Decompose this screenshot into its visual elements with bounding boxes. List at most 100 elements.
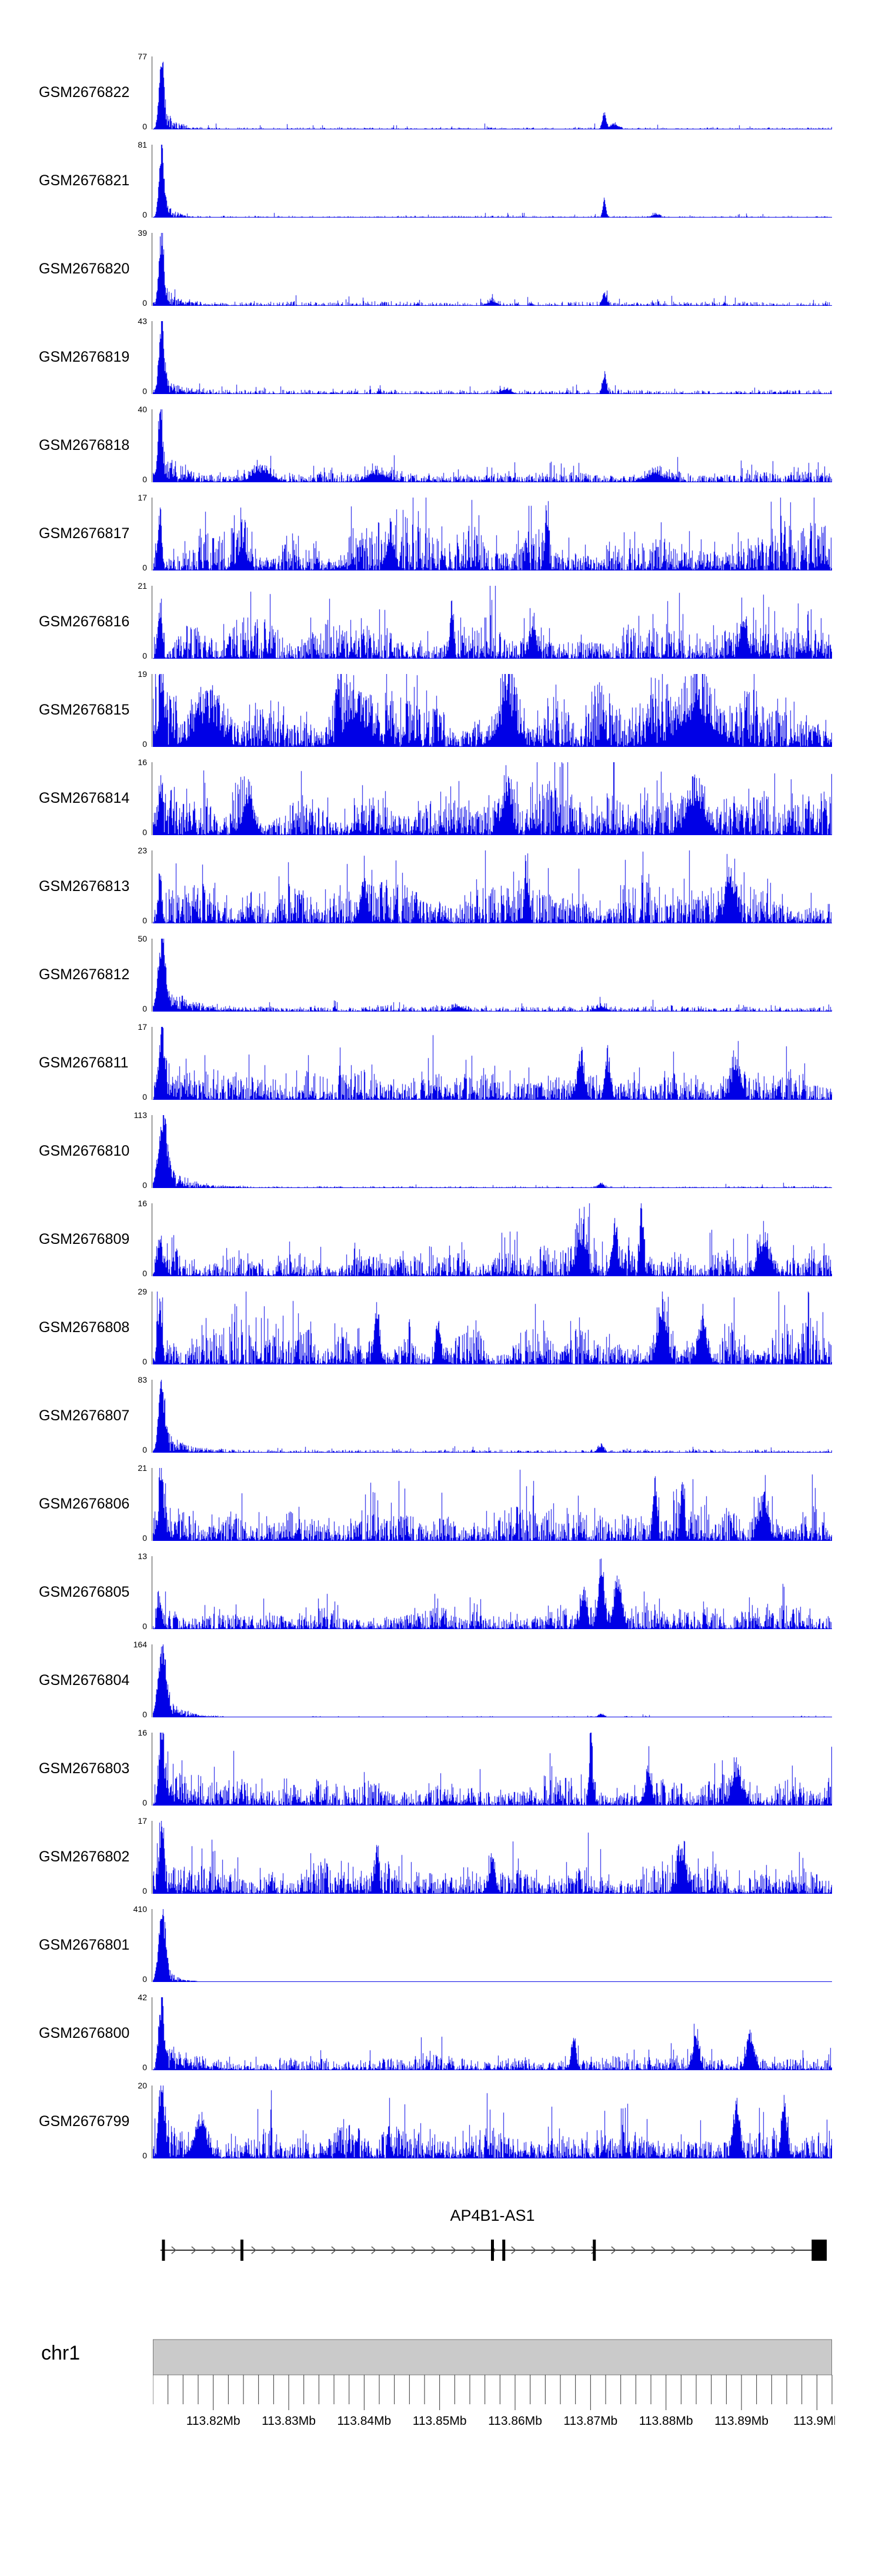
strand-arrow-icon: [551, 2246, 556, 2254]
signal-plot-canvas: [153, 1909, 832, 1982]
y-axis-max-label: 17: [138, 1022, 147, 1032]
y-axis-zero-label: 0: [142, 298, 147, 308]
track-name-label: GSM2676800: [39, 2025, 130, 2041]
y-axis-max-label: 16: [138, 1728, 147, 1737]
track-name-label: GSM2676821: [39, 172, 130, 189]
y-axis-max-label: 21: [138, 581, 147, 590]
y-axis-zero-label: 0: [142, 122, 147, 131]
ruler-coordinate-label: 113.89Mb: [714, 2414, 769, 2428]
signal-plot-canvas: [153, 674, 832, 747]
signal-track-row: GSM2676816 21 0: [0, 581, 882, 674]
strand-arrow-icon: [731, 2246, 736, 2254]
signal-plot-canvas: [153, 409, 832, 482]
y-axis-zero-label: 0: [142, 739, 147, 749]
y-axis-max-label: 21: [138, 1463, 147, 1473]
y-axis-zero-label: 0: [142, 2063, 147, 2072]
y-axis-zero-label: 0: [142, 475, 147, 484]
y-axis-max-label: 42: [138, 1993, 147, 2002]
signal-track-row: GSM2676802 17 0: [0, 1816, 882, 1909]
strand-arrow-icon: [211, 2246, 216, 2254]
track-name-label: GSM2676812: [39, 966, 130, 983]
y-axis-zero-label: 0: [142, 2151, 147, 2160]
y-axis-max-label: 410: [133, 1904, 147, 1914]
signal-plot-canvas: [153, 498, 832, 570]
strand-arrow-icon: [251, 2246, 256, 2254]
signal-plot-canvas: [153, 1292, 832, 1364]
y-axis-max-label: 17: [138, 1816, 147, 1826]
y-axis-zero-label: 0: [142, 1445, 147, 1454]
strand-arrow-icon: [651, 2246, 656, 2254]
signal-plot-canvas: [153, 145, 832, 218]
track-name-label: GSM2676810: [39, 1143, 130, 1159]
signal-track-row: GSM2676809 16 0: [0, 1199, 882, 1292]
ruler-coordinate-label: 113.86Mb: [488, 2414, 542, 2428]
signal-plot-canvas: [153, 56, 832, 129]
track-name-label: GSM2676804: [39, 1672, 130, 1689]
track-name-label: GSM2676813: [39, 878, 130, 895]
strand-arrow-icon: [511, 2246, 516, 2254]
track-name-label: GSM2676814: [39, 790, 130, 806]
chromosome-row: chr1 113.82Mb 113.83Mb 113.84Mb 113.85Mb 113…: [0, 2329, 882, 2476]
y-axis-zero-label: 0: [142, 827, 147, 837]
strand-arrow-icon: [771, 2246, 776, 2254]
y-axis-max-label: 77: [138, 52, 147, 61]
signal-track-row: GSM2676803 16 0: [0, 1728, 882, 1821]
strand-arrow-icon: [271, 2246, 276, 2254]
y-axis-max-label: 17: [138, 493, 147, 502]
signal-track-row: GSM2676813 23 0: [0, 846, 882, 939]
y-axis-zero-label: 0: [142, 1886, 147, 1896]
gene-model-graphic: [160, 2240, 827, 2261]
signal-plot-canvas: [153, 1644, 832, 1717]
y-axis-max-label: 20: [138, 2081, 147, 2090]
gene-exon-mark: [502, 2240, 506, 2261]
gene-terminal-exon-box: [811, 2240, 827, 2261]
y-axis-max-label: 83: [138, 1375, 147, 1384]
y-axis-zero-label: 0: [142, 916, 147, 925]
signal-track-row: GSM2676804 164 0: [0, 1640, 882, 1733]
strand-arrow-icon: [411, 2246, 416, 2254]
signal-track-row: GSM2676818 40 0: [0, 405, 882, 498]
strand-arrow-icon: [331, 2246, 336, 2254]
y-axis-max-label: 13: [138, 1551, 147, 1561]
y-axis-max-label: 113: [133, 1110, 147, 1120]
gene-exon-mark: [240, 2240, 243, 2261]
y-axis-max-label: 39: [138, 228, 147, 238]
signal-track-row: GSM2676807 83 0: [0, 1375, 882, 1468]
ruler-coordinate-label: 113.9Mb: [793, 2414, 835, 2428]
strand-arrow-icon: [791, 2246, 796, 2254]
strand-arrow-icon: [571, 2246, 576, 2254]
track-name-label: GSM2676817: [39, 525, 130, 542]
y-axis-zero-label: 0: [142, 1710, 147, 1719]
track-name-label: GSM2676820: [39, 261, 130, 277]
track-name-label: GSM2676806: [39, 1496, 130, 1512]
signal-plot-canvas: [153, 2086, 832, 2158]
strand-arrow-icon: [631, 2246, 636, 2254]
track-name-label: GSM2676805: [39, 1584, 130, 1600]
signal-track-row: GSM2676799 20 0: [0, 2081, 882, 2174]
track-name-label: GSM2676808: [39, 1319, 130, 1336]
signal-plot-canvas: [153, 1203, 832, 1276]
signal-track-row: GSM2676812 50 0: [0, 934, 882, 1027]
strand-arrow-icon: [171, 2246, 176, 2254]
strand-arrow-icon: [231, 2246, 236, 2254]
y-axis-max-label: 29: [138, 1287, 147, 1296]
ruler-coordinate-label: 113.83Mb: [262, 2414, 316, 2428]
signal-track-row: GSM2676801 410 0: [0, 1904, 882, 1997]
ruler-coordinate-label: 113.87Mb: [563, 2414, 617, 2428]
track-name-label: GSM2676815: [39, 702, 130, 718]
y-axis-zero-label: 0: [142, 210, 147, 219]
y-axis-zero-label: 0: [142, 1092, 147, 1102]
track-name-label: GSM2676801: [39, 1937, 130, 1953]
ruler-coordinate-label: 113.85Mb: [413, 2414, 467, 2428]
y-axis-zero-label: 0: [142, 1180, 147, 1190]
y-axis-zero-label: 0: [142, 563, 147, 572]
y-axis-zero-label: 0: [142, 1269, 147, 1278]
ruler-coordinate-label: 113.82Mb: [186, 2414, 240, 2428]
signal-track-row: GSM2676822 77 0: [0, 52, 882, 145]
y-axis-max-label: 81: [138, 140, 147, 149]
y-axis-max-label: 16: [138, 758, 147, 767]
strand-arrow-icon: [371, 2246, 376, 2254]
signal-track-row: GSM2676817 17 0: [0, 493, 882, 586]
gene-exon-mark: [491, 2240, 494, 2261]
